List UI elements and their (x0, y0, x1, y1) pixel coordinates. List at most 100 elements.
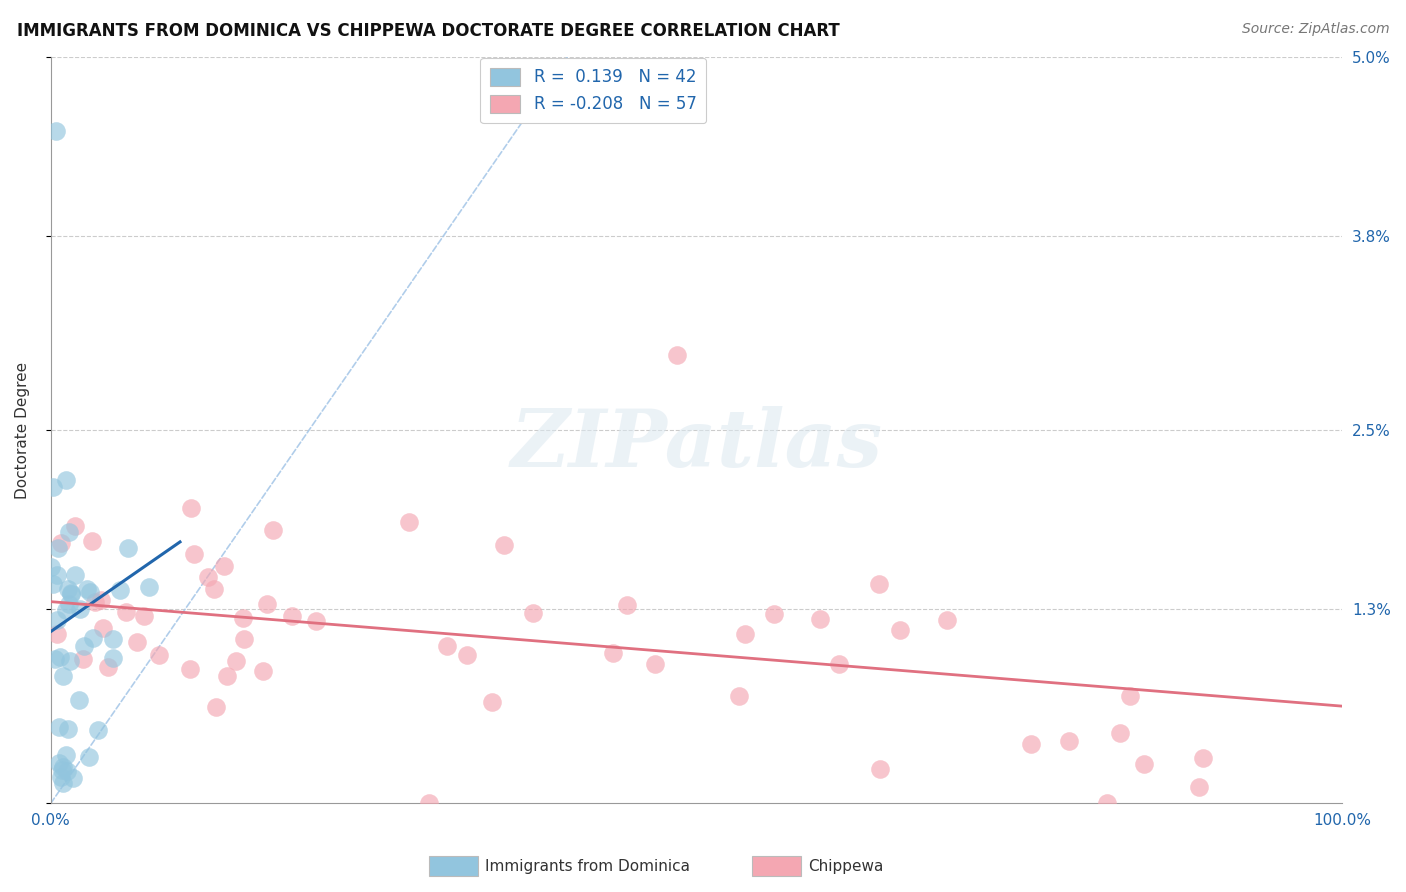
Point (197, 570, 219, 584)
Point (41, 560, 63, 574)
Point (616, 599, 638, 613)
Point (46, 568, 69, 582)
Point (148, 648, 170, 663)
Point (108, 582, 131, 597)
Point (232, 632, 254, 647)
Point (935, 613, 957, 627)
Point (41, 480, 63, 494)
Point (1119, 689, 1142, 703)
Point (58, 525, 80, 540)
Point (215, 669, 238, 683)
Point (602, 646, 624, 660)
Point (45, 124, 67, 138)
Point (138, 580, 160, 594)
Point (232, 611, 254, 625)
Point (868, 576, 890, 591)
Point (48, 756, 70, 770)
Point (46, 541, 69, 555)
Point (1019, 737, 1042, 751)
Point (1057, 733, 1080, 747)
Point (83, 595, 105, 609)
Point (125, 635, 148, 649)
Point (304, 614, 326, 628)
Point (436, 639, 458, 653)
Point (65, 519, 87, 533)
Point (810, 612, 832, 626)
Point (72, 652, 94, 666)
Point (87, 723, 110, 737)
Point (79, 584, 101, 599)
Point (1188, 780, 1211, 794)
Point (256, 597, 278, 611)
Point (262, 523, 284, 537)
Point (522, 606, 544, 620)
Point (58, 722, 80, 736)
Point (48, 720, 70, 734)
Point (45, 613, 67, 627)
Point (665, 348, 688, 362)
Point (56, 582, 79, 597)
Point (52, 760, 75, 774)
Point (48, 650, 70, 665)
Point (67, 693, 90, 707)
Point (869, 762, 891, 776)
Point (1132, 756, 1154, 771)
Point (60, 587, 83, 601)
Point (82, 631, 104, 645)
Point (56, 764, 79, 778)
Point (1191, 751, 1213, 765)
Point (76, 582, 98, 597)
Point (93, 621, 115, 635)
Point (55, 603, 77, 617)
Point (59, 654, 82, 668)
Point (456, 648, 478, 662)
Point (281, 608, 304, 623)
Point (252, 664, 274, 678)
Point (90, 593, 112, 607)
Point (42, 576, 65, 591)
Point (49, 536, 72, 550)
Text: Chippewa: Chippewa (808, 859, 884, 873)
Point (225, 654, 247, 668)
Point (1095, 796, 1118, 810)
Point (69, 602, 91, 616)
Point (889, 624, 911, 638)
Point (179, 662, 201, 676)
Legend: R =  0.139   N = 42, R = -0.208   N = 57: R = 0.139 N = 42, R = -0.208 N = 57 (481, 58, 706, 123)
Point (481, 695, 503, 709)
Point (52, 776, 75, 790)
Point (49, 770, 72, 784)
Point (180, 500, 202, 515)
Point (58, 597, 80, 611)
Point (80, 534, 103, 549)
Point (492, 538, 515, 552)
Text: Source: ZipAtlas.com: Source: ZipAtlas.com (1241, 22, 1389, 37)
Point (73, 639, 96, 653)
Point (828, 657, 851, 672)
Point (59, 586, 82, 600)
Point (97, 659, 120, 673)
Point (63, 568, 86, 582)
Point (1108, 725, 1130, 739)
Point (727, 690, 749, 704)
Point (183, 547, 205, 561)
Point (205, 700, 228, 714)
Point (398, 516, 420, 530)
Y-axis label: Doctorate Degree: Doctorate Degree (15, 361, 30, 499)
Point (644, 657, 666, 671)
Point (44, 651, 66, 665)
Point (62, 771, 84, 785)
Text: ZIPatlas: ZIPatlas (510, 406, 883, 483)
Point (77, 750, 100, 764)
Point (52, 669, 75, 683)
Point (117, 541, 139, 555)
Point (763, 607, 786, 622)
Point (132, 609, 155, 624)
Point (212, 559, 235, 574)
Point (114, 605, 136, 619)
Point (202, 582, 225, 597)
Point (734, 627, 756, 641)
Point (55, 748, 77, 763)
Point (55, 473, 77, 487)
Point (51, 763, 73, 777)
